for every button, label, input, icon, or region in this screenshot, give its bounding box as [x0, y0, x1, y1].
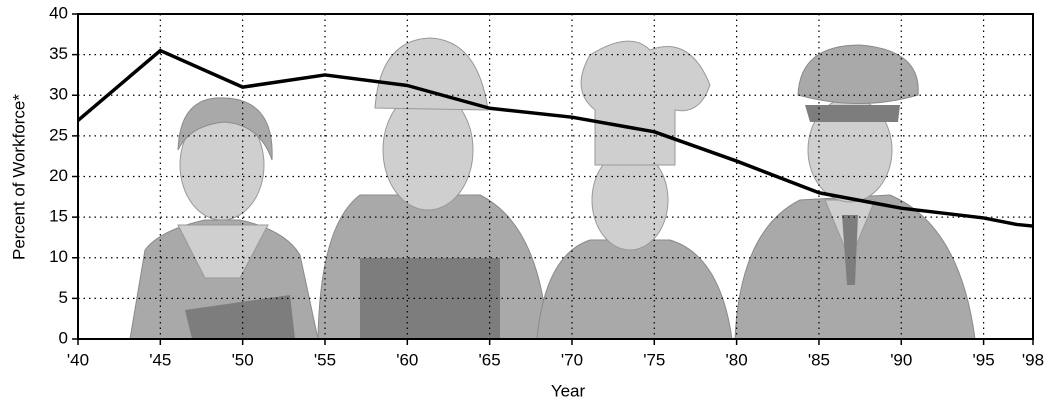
- x-tick-label: '40: [67, 350, 89, 369]
- x-tick-label: '65: [479, 350, 501, 369]
- y-tick-label: 10: [49, 247, 68, 266]
- x-tick-label: '95: [973, 350, 995, 369]
- x-tick-label: '55: [314, 350, 336, 369]
- x-tick-label: '90: [890, 350, 912, 369]
- x-tick-label: '70: [561, 350, 583, 369]
- y-tick-label: 20: [49, 166, 68, 185]
- x-tick-label: '98: [1022, 350, 1044, 369]
- plot-frame: [77, 13, 1034, 340]
- y-tick-label: 35: [49, 44, 68, 63]
- y-axis-title: Percent of Workforce*: [9, 94, 28, 260]
- y-tick-label: 40: [49, 3, 68, 22]
- y-tick-label: 5: [59, 288, 68, 307]
- x-axis-title: Year: [551, 381, 586, 400]
- x-tick-label: '50: [232, 350, 254, 369]
- y-tick-label: 25: [49, 125, 68, 144]
- illustration: [129, 37, 976, 340]
- data-line: [76, 48, 1034, 228]
- x-tick-label: '85: [808, 350, 830, 369]
- y-tick-label: 15: [49, 207, 68, 226]
- x-tick-label: '75: [643, 350, 665, 369]
- y-tick-label: 0: [59, 328, 68, 347]
- x-tick-label: '45: [149, 350, 171, 369]
- y-tick-label: 30: [49, 85, 68, 104]
- x-tick-label: '80: [726, 350, 748, 369]
- x-tick-label: '60: [396, 350, 418, 369]
